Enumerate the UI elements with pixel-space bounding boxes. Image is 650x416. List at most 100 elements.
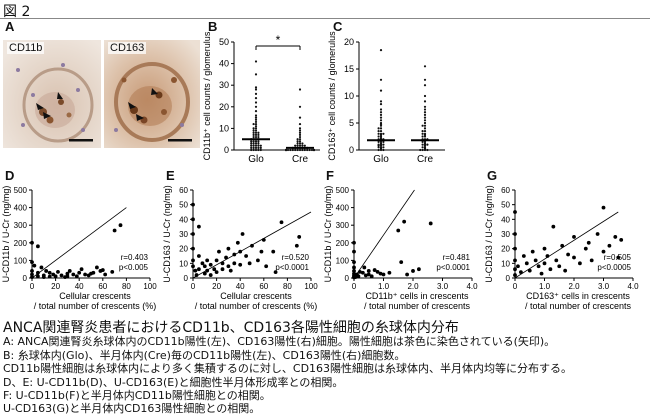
y-tick-label: 20 — [179, 245, 188, 254]
x-axis-label-line2: / total number of crescents (%) — [195, 301, 318, 311]
data-point — [191, 258, 195, 263]
data-point — [417, 267, 421, 272]
data-point — [36, 244, 40, 249]
data-point — [30, 269, 34, 273]
data-point — [257, 131, 260, 134]
data-point — [110, 269, 115, 274]
data-point — [551, 224, 556, 229]
x-tick-label: 0 — [30, 282, 35, 291]
data-point — [191, 202, 195, 207]
regression-line — [31, 207, 127, 279]
data-point — [202, 264, 207, 269]
data-point — [296, 144, 299, 147]
data-point — [197, 267, 201, 272]
data-point — [423, 130, 427, 133]
data-point — [301, 144, 304, 147]
x-tick-label: 20 — [51, 282, 60, 291]
data-point — [254, 116, 258, 119]
data-point — [279, 220, 284, 225]
data-point — [298, 127, 302, 130]
data-point — [191, 246, 195, 251]
y-tick-label: 10 — [179, 259, 188, 268]
data-point — [254, 60, 258, 63]
data-point — [259, 146, 262, 149]
data-point — [271, 249, 276, 254]
x-axis-label: Cellular crescents — [59, 291, 131, 301]
data-point — [379, 122, 383, 126]
data-point — [298, 133, 302, 136]
data-point — [298, 105, 302, 108]
data-point — [254, 97, 258, 100]
data-point — [377, 132, 380, 135]
data-point — [377, 127, 380, 130]
y-tick-label: 40 — [501, 215, 510, 224]
micrograph-cd163: CD163 — [104, 40, 200, 148]
caption-line-b2: CD11b陽性細胞は糸球体内により多く集積するのに対し、CD163陽性細胞は糸球… — [3, 362, 573, 375]
data-point — [607, 243, 612, 248]
data-point — [548, 267, 553, 272]
data-point — [250, 140, 253, 143]
data-point — [194, 273, 199, 277]
data-point — [382, 140, 385, 143]
data-point — [298, 138, 302, 141]
data-point — [560, 243, 565, 248]
data-point — [252, 131, 255, 134]
data-point — [521, 254, 526, 258]
y-tick-label: 20 — [344, 37, 354, 47]
micrograph-cd11b: CD11b — [3, 40, 101, 148]
data-point — [301, 142, 304, 145]
caption-line-a: A: ANCA関連腎炎糸球体内のCD11b陽性(左)、CD163陽性(右)細胞。… — [3, 335, 556, 348]
data-point — [257, 133, 260, 136]
data-point — [254, 105, 258, 108]
y-tick-label: 400 — [336, 204, 350, 213]
data-point — [387, 270, 392, 275]
x-axis-label: Cellular crescents — [220, 291, 292, 301]
data-point — [423, 94, 427, 98]
data-point — [396, 228, 401, 233]
data-point — [513, 232, 517, 236]
x-tick-label: 2.0 — [407, 282, 419, 291]
data-point — [379, 130, 383, 133]
data-point — [298, 144, 302, 147]
data-point — [423, 121, 427, 125]
data-point — [378, 271, 383, 276]
y-tick-label: 200 — [336, 239, 350, 248]
data-point — [595, 232, 600, 236]
data-point — [232, 261, 237, 266]
data-point — [527, 268, 532, 273]
data-point — [197, 254, 201, 258]
stat-p: p<0.005 — [119, 263, 149, 272]
y-tick-label: 5 — [349, 118, 354, 128]
y-tick-label: 10 — [219, 123, 229, 133]
y-tick-label: 100 — [14, 256, 28, 265]
data-point — [542, 261, 547, 266]
data-point — [67, 269, 72, 273]
data-point — [252, 135, 255, 139]
stat-r: r=0.481 — [443, 253, 471, 262]
data-point — [261, 237, 266, 242]
data-point — [53, 274, 58, 279]
data-point — [289, 148, 292, 152]
data-point — [228, 268, 233, 273]
data-point — [254, 144, 258, 147]
data-point — [352, 269, 356, 273]
x-tick-label: 4.0 — [627, 282, 639, 291]
data-point — [250, 144, 253, 147]
data-point — [273, 270, 278, 275]
x-tick-label: 80 — [283, 282, 292, 291]
data-point — [200, 261, 205, 266]
data-point — [423, 127, 427, 130]
data-point — [379, 144, 383, 147]
data-point — [423, 84, 427, 87]
figure-title: 図 2 — [3, 4, 31, 20]
data-point — [254, 146, 258, 149]
y-tick-label: 30 — [501, 230, 510, 239]
data-point — [220, 267, 225, 272]
data-point — [254, 129, 258, 132]
y-tick-label: 10 — [344, 91, 354, 101]
data-point — [303, 144, 306, 147]
x-axis-label: CD11b⁺ cells in crescents — [365, 291, 469, 301]
micrograph-cd11b-image — [3, 40, 101, 148]
y-tick-label: 0 — [506, 274, 511, 283]
